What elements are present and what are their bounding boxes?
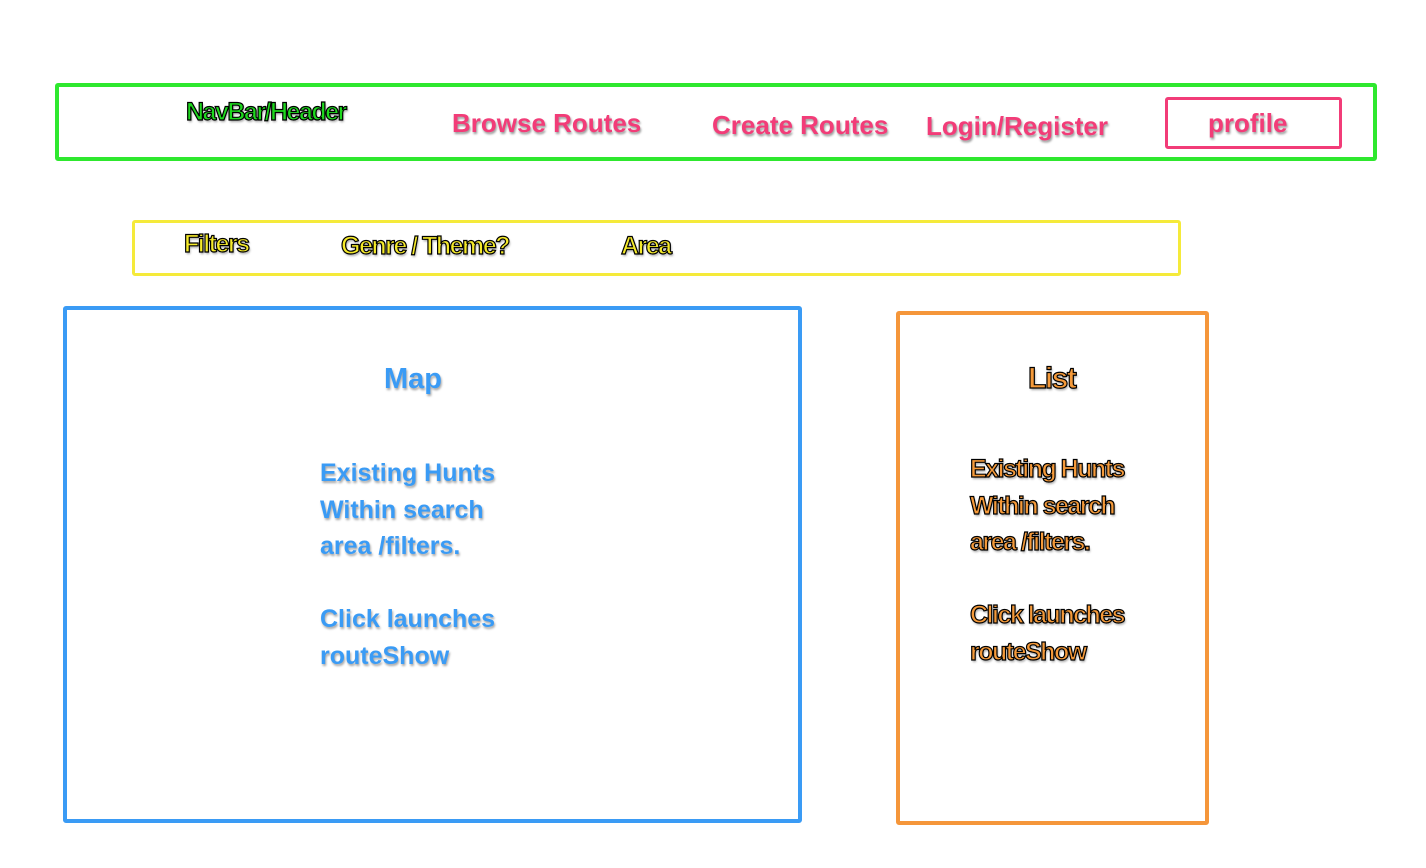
filters-bar <box>132 220 1181 276</box>
map-description-line: area /filters. <box>320 532 461 560</box>
map-click-line: routeShow <box>320 641 450 670</box>
list-click-line: Click launches <box>969 600 1126 629</box>
login-register-link[interactable]: Login/Register <box>926 111 1109 141</box>
list-click-line: routeShow <box>969 637 1087 666</box>
list-description-line: area /filters. <box>969 527 1091 556</box>
map-title: Map <box>384 363 442 395</box>
navbar-title: NavBar/Header <box>185 97 347 126</box>
list-panel[interactable] <box>896 311 1209 825</box>
profile-button[interactable] <box>1165 97 1342 149</box>
list-description-line: Within search <box>969 491 1116 520</box>
list-title: List <box>1027 361 1077 395</box>
filters-title: Filters <box>183 229 250 258</box>
map-description-line: Existing Hunts <box>320 459 496 487</box>
browse-routes-link[interactable]: Browse Routes <box>452 108 642 138</box>
map-description-line: Within search <box>320 495 484 524</box>
list-description-line: Existing Hunts <box>969 454 1126 483</box>
map-panel[interactable] <box>63 306 802 823</box>
area-filter[interactable]: Area <box>620 231 672 260</box>
genre-theme-filter[interactable]: Genre / Theme? <box>340 231 511 260</box>
create-routes-link[interactable]: Create Routes <box>712 110 889 140</box>
profile-button-label[interactable]: profile <box>1208 108 1288 138</box>
map-click-line: Click launches <box>320 605 496 633</box>
navbar-header <box>55 83 1377 161</box>
map-description: Existing Hunts Within search area /filte… <box>320 455 495 674</box>
list-description: Existing Hunts Within search area /filte… <box>969 451 1126 670</box>
